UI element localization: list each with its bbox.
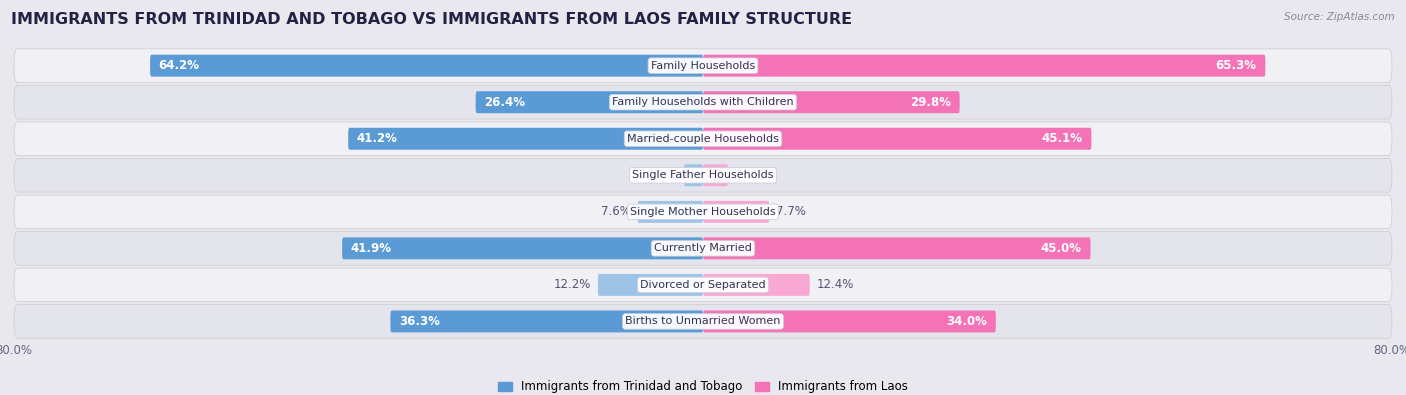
FancyBboxPatch shape [703, 91, 960, 113]
Text: Family Households with Children: Family Households with Children [612, 97, 794, 107]
Text: Births to Unmarried Women: Births to Unmarried Women [626, 316, 780, 326]
Text: 2.2%: 2.2% [647, 169, 678, 182]
Text: Divorced or Separated: Divorced or Separated [640, 280, 766, 290]
FancyBboxPatch shape [703, 55, 1265, 77]
Text: 45.1%: 45.1% [1042, 132, 1083, 145]
Text: 41.9%: 41.9% [350, 242, 392, 255]
FancyBboxPatch shape [342, 237, 703, 259]
FancyBboxPatch shape [14, 231, 1392, 265]
Text: Family Households: Family Households [651, 61, 755, 71]
FancyBboxPatch shape [685, 164, 703, 186]
FancyBboxPatch shape [391, 310, 703, 332]
FancyBboxPatch shape [14, 195, 1392, 229]
FancyBboxPatch shape [14, 305, 1392, 338]
Text: Currently Married: Currently Married [654, 243, 752, 253]
FancyBboxPatch shape [14, 158, 1392, 192]
FancyBboxPatch shape [703, 274, 810, 296]
Text: 65.3%: 65.3% [1216, 59, 1257, 72]
FancyBboxPatch shape [703, 164, 728, 186]
FancyBboxPatch shape [14, 122, 1392, 156]
Text: 12.2%: 12.2% [554, 278, 591, 292]
Text: Single Father Households: Single Father Households [633, 170, 773, 180]
FancyBboxPatch shape [598, 274, 703, 296]
FancyBboxPatch shape [703, 237, 1091, 259]
Text: 12.4%: 12.4% [817, 278, 853, 292]
FancyBboxPatch shape [14, 268, 1392, 302]
FancyBboxPatch shape [703, 128, 1091, 150]
Text: 45.0%: 45.0% [1040, 242, 1083, 255]
FancyBboxPatch shape [703, 310, 995, 332]
Text: Married-couple Households: Married-couple Households [627, 134, 779, 144]
FancyBboxPatch shape [475, 91, 703, 113]
FancyBboxPatch shape [14, 85, 1392, 119]
Text: 64.2%: 64.2% [159, 59, 200, 72]
FancyBboxPatch shape [703, 201, 769, 223]
Text: 7.6%: 7.6% [600, 205, 631, 218]
Text: 7.7%: 7.7% [776, 205, 806, 218]
FancyBboxPatch shape [637, 201, 703, 223]
FancyBboxPatch shape [150, 55, 703, 77]
FancyBboxPatch shape [14, 49, 1392, 83]
Text: 36.3%: 36.3% [399, 315, 440, 328]
Text: 26.4%: 26.4% [484, 96, 526, 109]
Text: Single Mother Households: Single Mother Households [630, 207, 776, 217]
Text: 2.9%: 2.9% [735, 169, 765, 182]
Legend: Immigrants from Trinidad and Tobago, Immigrants from Laos: Immigrants from Trinidad and Tobago, Imm… [494, 376, 912, 395]
Text: Source: ZipAtlas.com: Source: ZipAtlas.com [1284, 12, 1395, 22]
Text: 34.0%: 34.0% [946, 315, 987, 328]
Text: 41.2%: 41.2% [357, 132, 398, 145]
Text: 29.8%: 29.8% [910, 96, 950, 109]
FancyBboxPatch shape [349, 128, 703, 150]
Text: IMMIGRANTS FROM TRINIDAD AND TOBAGO VS IMMIGRANTS FROM LAOS FAMILY STRUCTURE: IMMIGRANTS FROM TRINIDAD AND TOBAGO VS I… [11, 12, 852, 27]
